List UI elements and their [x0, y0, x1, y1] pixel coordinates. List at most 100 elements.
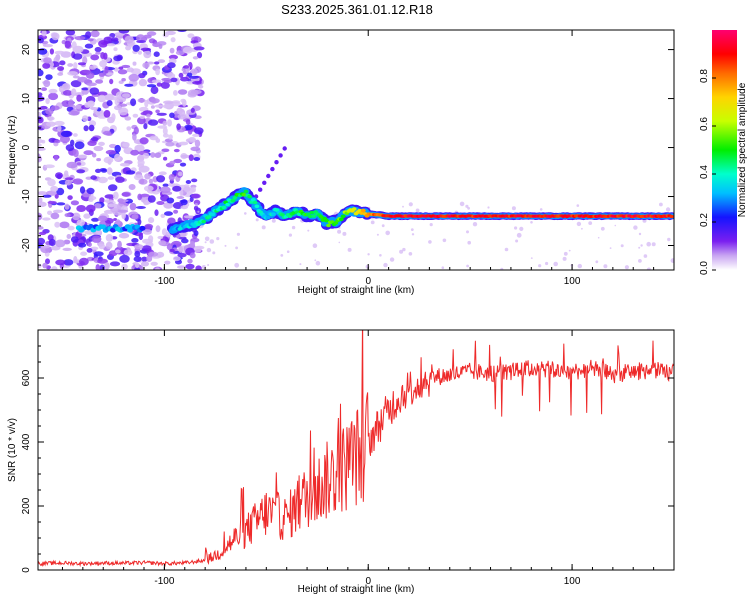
- noise-blob: [111, 113, 116, 121]
- noise-blob: [188, 154, 194, 162]
- noise-blob: [38, 191, 48, 196]
- noise-blob: [38, 237, 46, 245]
- noise-blob: [121, 263, 128, 270]
- noise-blob: [76, 169, 86, 174]
- noise-blob: [177, 253, 187, 258]
- colorbar-tick-label: 0.4: [699, 165, 710, 179]
- faint-dot: [410, 228, 414, 232]
- colorbar: 0.0 0.2 0.4 0.6 0.8 Normalized spectral ampl…: [699, 30, 748, 275]
- noise-blob: [132, 133, 137, 141]
- faint-dot: [194, 203, 198, 207]
- noise-blob: [181, 238, 189, 244]
- noise-blob: [121, 64, 131, 69]
- faint-dot: [511, 206, 516, 211]
- noise-blob: [121, 211, 126, 220]
- noise-blob: [63, 170, 69, 177]
- noise-blob: [188, 136, 196, 142]
- noise-blob: [105, 234, 114, 242]
- noise-blob: [169, 160, 176, 165]
- noise-blob: [185, 119, 191, 125]
- faint-dot: [516, 232, 522, 238]
- noise-blob: [91, 235, 102, 243]
- noise-blob: [38, 139, 44, 144]
- colorbar-ticks: 0.0 0.2 0.4 0.6 0.8: [699, 69, 716, 275]
- faint-dot: [367, 253, 370, 256]
- noise-blob: [179, 162, 187, 167]
- spectrogram-x-tick-label: 0: [365, 276, 371, 287]
- noise-blob: [86, 248, 93, 253]
- noise-blob: [143, 201, 150, 206]
- noise-blob: [50, 212, 60, 220]
- noise-blob: [64, 179, 72, 186]
- noise-blob: [109, 143, 117, 149]
- faint-dot: [271, 218, 276, 223]
- noise-blob: [42, 62, 51, 69]
- faint-dot: [609, 247, 612, 250]
- noise-blob: [105, 241, 113, 250]
- faint-dot: [441, 266, 445, 270]
- noise-blob: [137, 218, 142, 226]
- spectrogram-y-tick-label: 10: [21, 93, 32, 105]
- noise-blob: [140, 47, 152, 52]
- noise-blob: [146, 31, 157, 36]
- faint-dot: [383, 262, 388, 268]
- noise-blob: [137, 50, 142, 55]
- noise-blob: [193, 46, 205, 51]
- noise-blob: [148, 217, 155, 224]
- noise-blob: [119, 254, 130, 263]
- noise-blob: [123, 249, 133, 256]
- streak-dot: [270, 166, 275, 172]
- spectrogram-x-label: Height of straight line (km): [298, 285, 415, 296]
- noise-blob: [38, 154, 41, 162]
- faint-dot: [562, 256, 567, 261]
- noise-blob: [148, 119, 159, 126]
- noise-blob: [111, 37, 119, 42]
- noise-blob: [125, 45, 132, 51]
- noise-blob: [195, 265, 202, 270]
- noise-blob: [133, 126, 139, 135]
- streak-dot: [258, 187, 263, 192]
- noise-blob: [58, 85, 65, 93]
- colorbar-tick-label: 0.2: [699, 213, 710, 227]
- spectrogram-y-tick-label: -20: [21, 238, 32, 253]
- noise-blob: [100, 169, 108, 173]
- noise-blob: [106, 100, 113, 107]
- noise-blob: [138, 78, 148, 87]
- noise-blob: [45, 258, 50, 265]
- faint-dot: [467, 240, 472, 245]
- snr-y-tick-label: 200: [21, 497, 32, 514]
- noise-blob: [87, 38, 94, 42]
- noise-blob: [112, 191, 119, 200]
- noise-blob: [164, 211, 173, 216]
- noise-blob: [148, 178, 153, 184]
- noise-blob: [72, 178, 84, 185]
- noise-blob: [136, 40, 147, 44]
- noise-blob: [130, 149, 140, 156]
- noise-blob: [63, 259, 74, 266]
- noise-blob: [173, 256, 181, 262]
- noise-blob: [170, 77, 178, 83]
- faint-dot: [651, 242, 656, 247]
- ridge-cell: [201, 219, 207, 224]
- noise-blob: [67, 225, 75, 231]
- noise-blob: [54, 120, 65, 126]
- noise-blob: [124, 35, 134, 44]
- noise-blob: [125, 170, 136, 175]
- noise-blob: [143, 34, 152, 39]
- faint-dot: [545, 261, 549, 266]
- noise-blob: [196, 51, 203, 59]
- noise-blob: [114, 105, 122, 111]
- noise-blob: [73, 149, 79, 158]
- noise-blob: [80, 251, 88, 256]
- faint-dot: [576, 204, 580, 207]
- faint-dot: [261, 225, 266, 230]
- ridge-cell: [360, 208, 366, 213]
- spectrogram-x-tick-label: 100: [564, 276, 581, 287]
- noise-blob: [55, 239, 66, 248]
- noise-blob: [178, 246, 184, 253]
- noise-blob: [38, 201, 47, 208]
- snr-series-line: [38, 330, 674, 568]
- noise-blob: [51, 266, 58, 270]
- noise-blob: [115, 249, 121, 254]
- snr-x-label: Height of straight line (km): [298, 584, 415, 595]
